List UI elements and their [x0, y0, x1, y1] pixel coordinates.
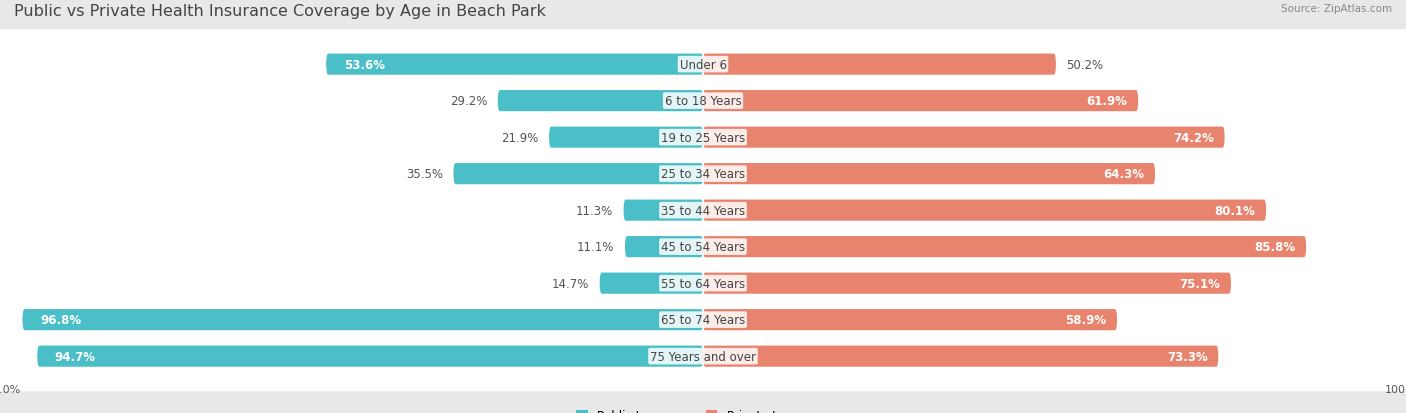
Text: 50.2%: 50.2% [1067, 59, 1104, 71]
Text: 35.5%: 35.5% [406, 168, 443, 181]
FancyBboxPatch shape [22, 309, 703, 330]
FancyBboxPatch shape [0, 30, 1406, 100]
FancyBboxPatch shape [326, 55, 703, 76]
Text: Under 6: Under 6 [679, 59, 727, 71]
FancyBboxPatch shape [703, 91, 1139, 112]
Legend: Public Insurance, Private Insurance: Public Insurance, Private Insurance [576, 408, 830, 413]
Text: 94.7%: 94.7% [55, 350, 96, 363]
FancyBboxPatch shape [703, 237, 1306, 258]
FancyBboxPatch shape [703, 273, 1232, 294]
Text: Public vs Private Health Insurance Coverage by Age in Beach Park: Public vs Private Health Insurance Cover… [14, 4, 546, 19]
FancyBboxPatch shape [599, 273, 703, 294]
FancyBboxPatch shape [548, 127, 703, 148]
FancyBboxPatch shape [0, 139, 1406, 209]
FancyBboxPatch shape [703, 200, 1267, 221]
FancyBboxPatch shape [0, 321, 1406, 391]
FancyBboxPatch shape [703, 55, 1056, 76]
FancyBboxPatch shape [0, 103, 1406, 173]
FancyBboxPatch shape [0, 212, 1406, 282]
FancyBboxPatch shape [0, 66, 1406, 136]
Text: 21.9%: 21.9% [501, 131, 538, 144]
Text: 53.6%: 53.6% [343, 59, 385, 71]
Text: 14.7%: 14.7% [551, 277, 589, 290]
Text: 75 Years and over: 75 Years and over [650, 350, 756, 363]
Text: 74.2%: 74.2% [1173, 131, 1215, 144]
Text: 80.1%: 80.1% [1215, 204, 1256, 217]
Text: 58.9%: 58.9% [1066, 313, 1107, 326]
FancyBboxPatch shape [0, 176, 1406, 246]
Text: 25 to 34 Years: 25 to 34 Years [661, 168, 745, 181]
FancyBboxPatch shape [703, 164, 1156, 185]
Text: 55 to 64 Years: 55 to 64 Years [661, 277, 745, 290]
FancyBboxPatch shape [703, 309, 1118, 330]
FancyBboxPatch shape [0, 249, 1406, 318]
FancyBboxPatch shape [0, 285, 1406, 355]
FancyBboxPatch shape [624, 237, 703, 258]
FancyBboxPatch shape [703, 127, 1225, 148]
Text: 75.1%: 75.1% [1180, 277, 1220, 290]
Text: 29.2%: 29.2% [450, 95, 486, 108]
Text: 64.3%: 64.3% [1104, 168, 1144, 181]
Text: 11.3%: 11.3% [576, 204, 613, 217]
Text: 6 to 18 Years: 6 to 18 Years [665, 95, 741, 108]
FancyBboxPatch shape [703, 346, 1218, 367]
Text: 11.1%: 11.1% [576, 240, 614, 254]
Text: 19 to 25 Years: 19 to 25 Years [661, 131, 745, 144]
FancyBboxPatch shape [498, 91, 703, 112]
Text: 73.3%: 73.3% [1167, 350, 1208, 363]
FancyBboxPatch shape [37, 346, 703, 367]
Text: 65 to 74 Years: 65 to 74 Years [661, 313, 745, 326]
Text: 96.8%: 96.8% [41, 313, 82, 326]
Text: 35 to 44 Years: 35 to 44 Years [661, 204, 745, 217]
FancyBboxPatch shape [624, 200, 703, 221]
Text: 85.8%: 85.8% [1254, 240, 1296, 254]
FancyBboxPatch shape [453, 164, 703, 185]
Text: 45 to 54 Years: 45 to 54 Years [661, 240, 745, 254]
Text: Source: ZipAtlas.com: Source: ZipAtlas.com [1281, 4, 1392, 14]
Text: 61.9%: 61.9% [1087, 95, 1128, 108]
